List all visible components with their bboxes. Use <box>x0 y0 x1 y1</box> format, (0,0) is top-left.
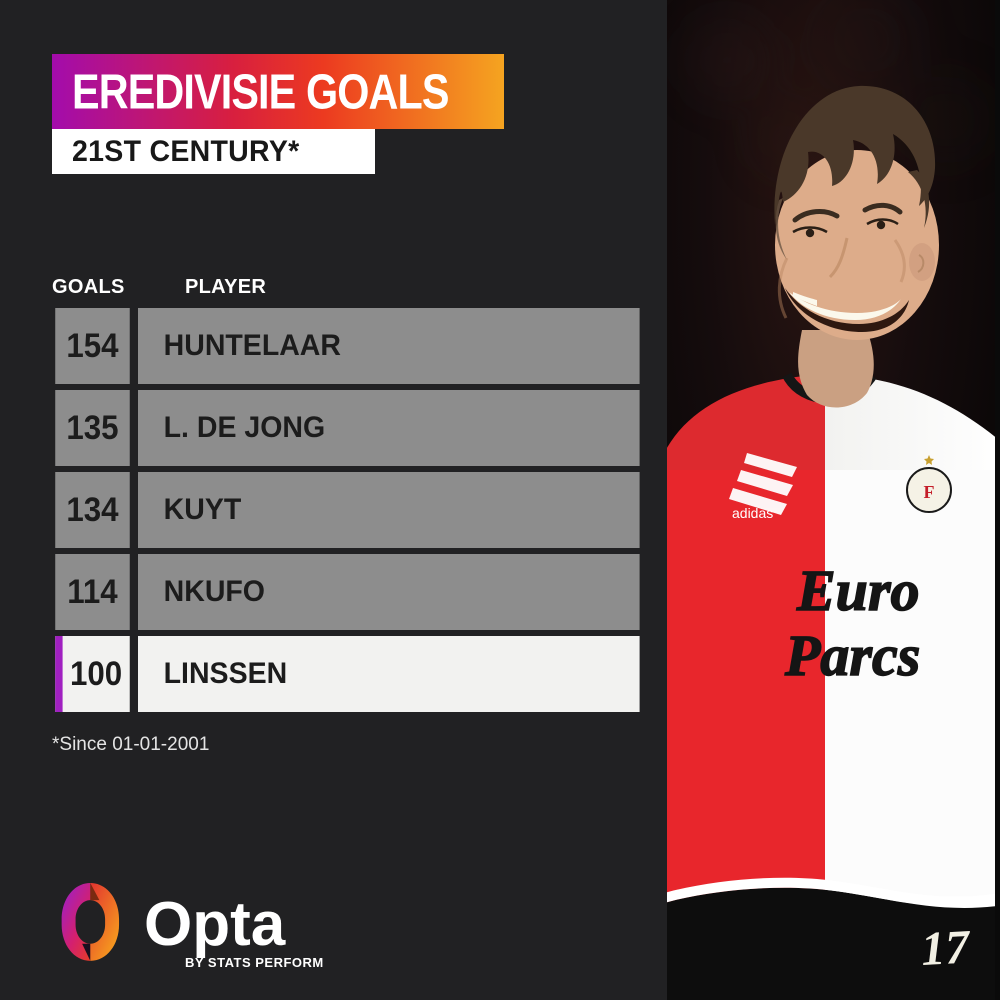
svg-text:adidas: adidas <box>732 505 773 521</box>
svg-text:BY STATS PERFORM: BY STATS PERFORM <box>185 955 324 970</box>
svg-text:Euro: Euro <box>796 558 920 623</box>
svg-text:Parcs: Parcs <box>784 623 920 688</box>
svg-text:17: 17 <box>920 920 973 976</box>
svg-text:Opta: Opta <box>144 890 286 959</box>
svg-text:F: F <box>924 482 935 502</box>
